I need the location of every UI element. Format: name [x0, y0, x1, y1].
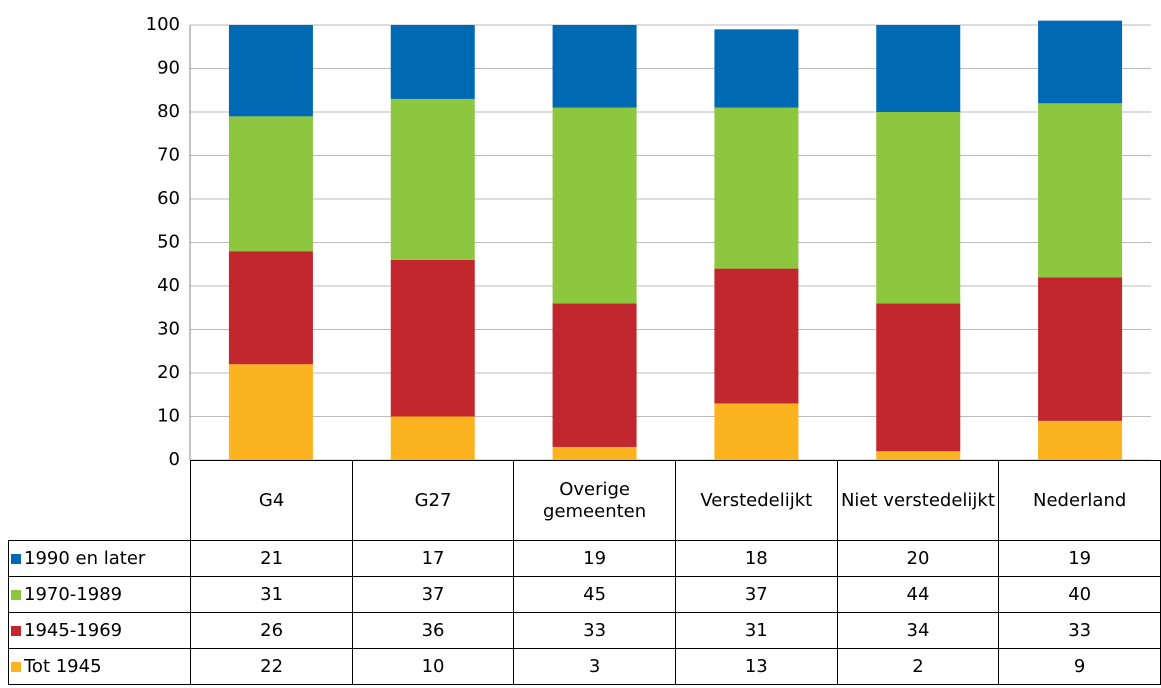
legend-swatch — [11, 661, 21, 672]
legend-entry: 1990 en later — [7, 540, 192, 577]
bar-segment — [876, 451, 961, 460]
table-value: 19 — [513, 540, 676, 577]
data-table: G4 G27 Overige gemeenten Verstedelijkt Niet … — [7, 460, 1161, 685]
category-label: Verstedelijkt — [674, 460, 838, 541]
y-tick-label: 0 — [169, 449, 180, 470]
table-value: 20 — [836, 540, 1000, 577]
table-value: 3 — [513, 648, 676, 685]
table-value: 34 — [836, 612, 1000, 649]
legend-swatch — [11, 553, 21, 564]
header-row: G4 G27 Overige gemeenten Verstedelijkt Niet … — [9, 460, 1161, 541]
table-value: 36 — [351, 612, 515, 649]
legend-label: 1970-1989 — [24, 583, 123, 605]
y-tick-label: 10 — [157, 406, 180, 427]
bar-segment — [228, 364, 313, 460]
bar-segment — [876, 25, 961, 112]
y-tick-label: 20 — [157, 362, 180, 383]
category-label: G4 — [190, 460, 353, 541]
y-tick-label: 90 — [157, 58, 180, 79]
y-tick-label: 60 — [157, 188, 180, 209]
bar-segment — [1038, 420, 1123, 460]
table-value: 18 — [674, 540, 838, 577]
category-label: G27 — [351, 460, 515, 541]
legend-swatch — [11, 625, 21, 636]
table-value: 13 — [674, 648, 838, 685]
bar-segment — [390, 259, 475, 417]
bar-segment — [1038, 20, 1123, 104]
bar-segment — [714, 29, 799, 108]
y-tick-label: 50 — [157, 232, 180, 253]
bar-segment — [228, 251, 313, 365]
bar-segment — [876, 303, 961, 452]
category-label: Overige gemeenten — [513, 460, 676, 541]
legend-entry: 1970-1989 — [7, 576, 192, 613]
legend-entry: 1945-1969 — [7, 612, 192, 649]
bar-segment — [714, 107, 799, 269]
legend-swatch — [11, 589, 21, 600]
table-value: 37 — [351, 576, 515, 613]
table-value: 37 — [674, 576, 838, 613]
y-tick-label: 100 — [146, 14, 180, 35]
bar-segment — [390, 416, 475, 460]
series-row: Tot 1945 22 10 3 13 2 9 — [7, 648, 1161, 685]
table-value: 17 — [351, 540, 515, 577]
table-value: 44 — [836, 576, 1000, 613]
table-value: 31 — [674, 612, 838, 649]
y-tick-label: 80 — [157, 101, 180, 122]
y-tick-label: 30 — [157, 319, 180, 340]
bar-segment — [390, 25, 475, 99]
category-label: Niet verstedelijkt — [836, 460, 1000, 541]
table-value: 33 — [998, 612, 1161, 649]
series-row: 1970-1989 31 37 45 37 44 40 — [7, 576, 1161, 613]
y-tick-label: 40 — [157, 275, 180, 296]
table-value: 21 — [190, 540, 353, 577]
legend-label: 1945-1969 — [24, 619, 123, 641]
category-label: Nederland — [998, 460, 1161, 541]
table-value: 22 — [190, 648, 353, 685]
table-value: 45 — [513, 576, 676, 613]
bar-segment — [876, 112, 961, 304]
bar-segment — [228, 116, 313, 252]
bar-segment — [1038, 103, 1123, 278]
table-value: 31 — [190, 576, 353, 613]
legend-label: 1990 en later — [24, 547, 146, 569]
table-value: 33 — [513, 612, 676, 649]
bar-segment — [552, 303, 637, 447]
legend-label: Tot 1945 — [24, 655, 102, 677]
bar-segment — [228, 25, 313, 117]
y-tick-label: 70 — [157, 145, 180, 166]
bar-segment — [714, 268, 799, 404]
bar-segment — [552, 107, 637, 304]
bar-segment — [1038, 277, 1123, 421]
table-value: 26 — [190, 612, 353, 649]
bar-segment — [714, 403, 799, 460]
table-value: 40 — [998, 576, 1161, 613]
blank-cell — [9, 461, 191, 541]
legend-entry: Tot 1945 — [7, 648, 192, 685]
table-value: 9 — [998, 648, 1161, 685]
bar-segment — [552, 25, 637, 108]
table-value: 2 — [836, 648, 1000, 685]
bar-segment — [552, 446, 637, 460]
series-row: 1990 en later 21 17 19 18 20 19 — [7, 540, 1161, 577]
table-value: 10 — [351, 648, 515, 685]
bar-segment — [390, 98, 475, 260]
series-row: 1945-1969 26 36 33 31 34 33 — [7, 612, 1161, 649]
table-value: 19 — [998, 540, 1161, 577]
